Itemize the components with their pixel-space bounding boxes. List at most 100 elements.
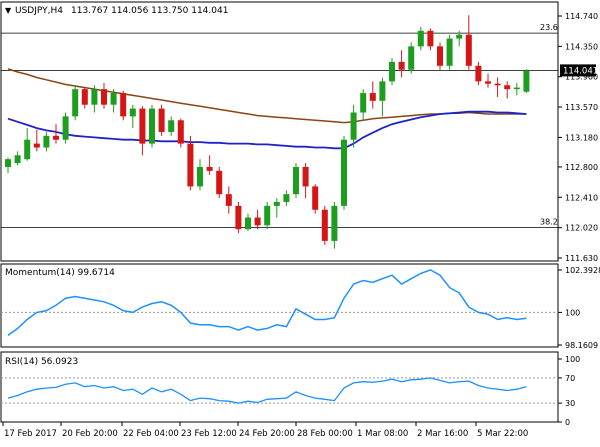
candle-body (273, 201, 280, 206)
candle-body (5, 159, 11, 167)
momentum-tick-label: 100 (565, 308, 580, 317)
candle-body (206, 166, 213, 171)
candle-body (283, 194, 290, 202)
momentum-tick-label: 102.3928 (565, 266, 600, 275)
candle-body (446, 38, 453, 66)
candle (456, 30, 463, 47)
candle-body (216, 170, 223, 195)
candle-body (513, 87, 520, 90)
candle (398, 50, 405, 78)
candle (331, 201, 338, 249)
candle (91, 85, 98, 113)
candle-body (465, 34, 472, 66)
candle (225, 186, 232, 214)
symbol-label: USDJPY,H4 (15, 6, 63, 16)
candle (417, 26, 424, 51)
candle-body (62, 116, 69, 140)
time-tick-label: 22 Feb 04:00 (123, 429, 179, 439)
price-tick-label: 113.180 (565, 133, 598, 142)
rsi-tick-label: 100 (565, 355, 580, 364)
candle (43, 131, 50, 152)
time-tick-label: 20 Feb 20:00 (62, 429, 118, 439)
candle-body (417, 30, 424, 47)
candle (158, 104, 165, 136)
candle-body (91, 89, 98, 105)
candle-body (360, 93, 367, 113)
candle (245, 213, 251, 231)
candle (53, 124, 59, 144)
fibo-level-label: 23.6 (540, 23, 558, 32)
rsi-panel-frame (0, 351, 559, 423)
price-tick-label: 112.800 (565, 163, 598, 172)
candle (197, 159, 203, 191)
candle-body (187, 143, 194, 187)
candle-body (197, 166, 203, 187)
candle (264, 201, 271, 230)
candle (341, 135, 347, 210)
candle (293, 163, 299, 199)
candle-body (43, 135, 50, 148)
ma-fast-line (7, 110, 527, 150)
rsi-tick-label: 30 (565, 399, 575, 408)
momentum-tick-label: 98.1609 (565, 341, 598, 350)
current-price-label: 114.041 (563, 66, 598, 76)
candle-body (321, 209, 328, 241)
candle-body (101, 89, 107, 105)
candle-body (110, 93, 117, 105)
candle-body (33, 143, 40, 148)
candle (504, 81, 511, 99)
candle (168, 116, 175, 136)
price-axis: 114.740 114.350 113.960 113.570 113.180 112.8… (558, 12, 598, 263)
candle-body (139, 108, 146, 144)
candle (283, 190, 290, 206)
candle-body (475, 65, 482, 82)
candle-body (120, 93, 127, 117)
candle-body (408, 46, 415, 70)
candle-body (149, 108, 155, 144)
candle (475, 61, 482, 86)
candle-body (254, 217, 261, 226)
candle (360, 89, 367, 121)
candle-body (389, 61, 395, 82)
candle (312, 184, 319, 214)
fibo-level-label: 38.2 (540, 218, 558, 227)
candle (302, 163, 309, 199)
collapse-icon[interactable]: ▼ (5, 6, 12, 15)
momentum-group: 102.3928 100 98.1609 (1, 266, 600, 350)
momentum-label: Momentum(14) 99.6714 (5, 268, 115, 278)
time-tick-label: 24 Feb 20:00 (239, 429, 295, 439)
candle (62, 112, 69, 144)
candle (24, 128, 31, 161)
candle-body (504, 85, 511, 90)
candle-body (398, 61, 405, 70)
price-tick-label: 113.570 (565, 103, 598, 112)
candle (369, 81, 376, 109)
price-tick-label: 114.350 (565, 42, 598, 51)
candle-body (72, 89, 79, 117)
candle (187, 135, 194, 191)
candle (494, 77, 501, 97)
candle (379, 77, 386, 117)
candle-body (158, 108, 165, 132)
main-panel-frame (0, 1, 559, 262)
ohlc-label: 113.767 114.056 113.750 114.041 (71, 6, 228, 16)
candle-body (523, 70, 530, 92)
candle (206, 155, 213, 175)
momentum-panel-frame (0, 263, 559, 348)
price-tick-label: 113.960 (565, 73, 598, 82)
candle (408, 42, 415, 74)
main-grid: 23.6 38.2 (1, 23, 558, 229)
candle (149, 104, 155, 148)
candle-body (235, 205, 242, 230)
moving-averages (7, 68, 527, 150)
rsi-label: RSI(14) 56.0923 (5, 357, 78, 367)
rsi-group: 100 70 30 0 (1, 355, 580, 427)
candle (389, 58, 395, 86)
candle-body (14, 155, 21, 164)
candle (321, 205, 328, 245)
candle (485, 73, 491, 88)
candle-body (341, 139, 347, 206)
rsi-line (7, 377, 527, 404)
